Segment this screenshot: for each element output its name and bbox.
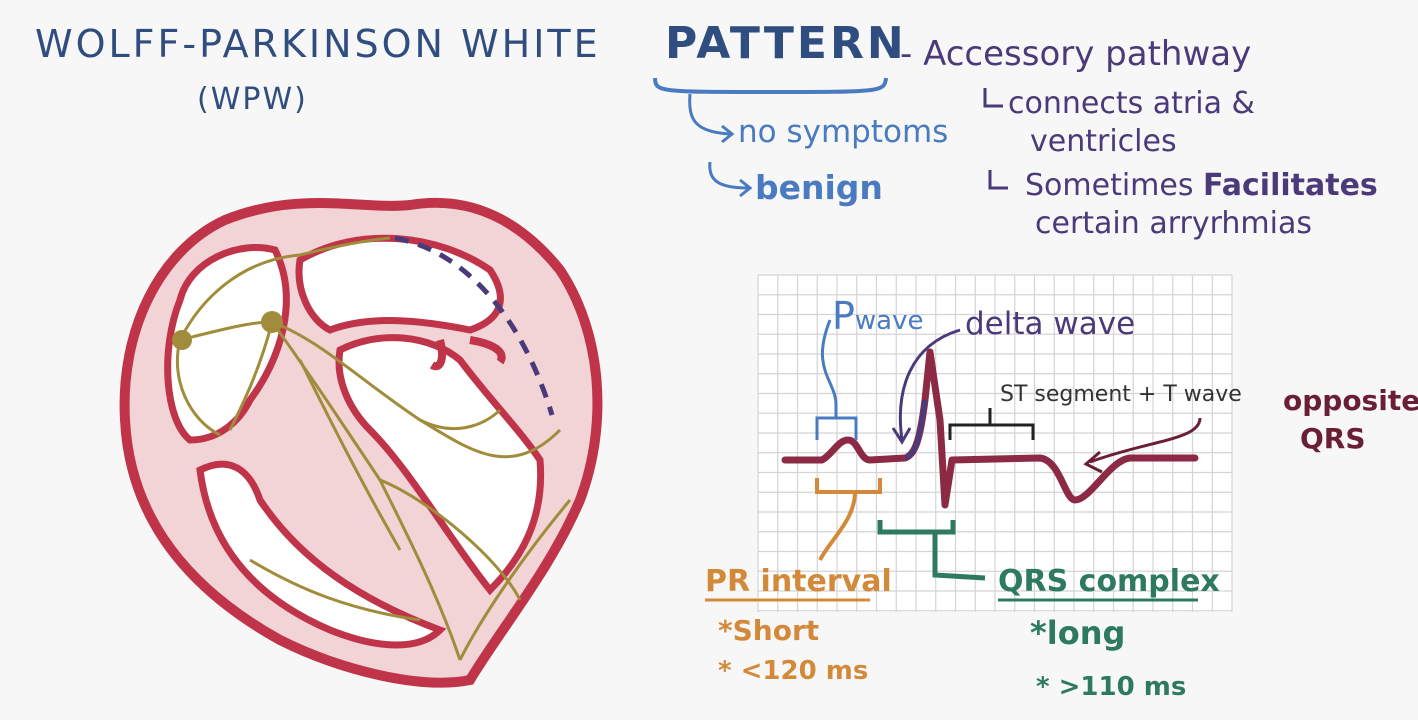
valve-right: [469, 336, 506, 365]
pr-interval-label: PR interval: [705, 564, 892, 599]
arrhythmias-note: certain arryrhmias: [1035, 206, 1312, 241]
delta-wave-segment: [903, 399, 928, 461]
pr-interval-bracket: [815, 478, 882, 561]
main-title: WOLFF-PARKINSON WHITE: [35, 22, 601, 66]
accessory-pathway-title: - Accessory pathway: [900, 34, 1252, 74]
connects-note: connects atria &: [1008, 86, 1255, 121]
qrs-complex-label: QRS complex: [998, 564, 1220, 599]
accessory-pathway-dashed: [394, 235, 555, 416]
sometimes-bullet: [988, 170, 1008, 190]
opposite-qrs-label: QRS: [1300, 422, 1366, 455]
no-symptoms-note: no symptoms: [738, 114, 949, 150]
qrs-long-note: *long: [1030, 614, 1126, 652]
pattern-bracket: [653, 77, 888, 94]
delta-wave-arrow: [898, 328, 961, 441]
conduction-system: [175, 236, 572, 661]
facilitates-text: Facilitates: [1203, 168, 1378, 203]
pr-short-note: *Short: [718, 614, 820, 647]
ventricles-note: ventricles: [1030, 124, 1177, 159]
av-node: [261, 311, 283, 333]
opposite-arrow: [1089, 417, 1202, 464]
benign-arrow: [708, 161, 749, 190]
st-bracket: [948, 408, 1035, 440]
p-wave-bracket: [815, 319, 858, 440]
qrs-ms-note: * >110 ms: [1036, 672, 1187, 702]
left-ventricle: [335, 334, 545, 596]
valve-left: [429, 339, 446, 371]
connects-bullet: [983, 88, 1003, 108]
pr-ms-note: * <120 ms: [718, 656, 869, 686]
right-atrium: [164, 243, 290, 444]
sometimes-text: Sometimes: [1025, 168, 1204, 203]
sometimes-note: Sometimes Facilitates: [1025, 168, 1378, 203]
pattern-title: PATTERN: [665, 18, 907, 69]
p-wave-p: P: [832, 294, 855, 338]
sa-node: [172, 330, 192, 350]
delta-wave-label: delta wave: [965, 306, 1136, 342]
opposite-label: opposite: [1283, 384, 1418, 417]
right-ventricle: [196, 460, 447, 649]
title-abbreviation: (WPW): [197, 82, 308, 117]
st-segment-label: ST segment + T wave: [1000, 382, 1242, 407]
benign-arrowhead: [739, 178, 753, 198]
no-symptoms-arrow: [688, 93, 731, 136]
qrs-bracket: [877, 520, 986, 581]
p-wave-label: Pwave: [832, 294, 924, 338]
no-symptoms-arrowhead: [721, 124, 735, 144]
benign-note: benign: [755, 168, 883, 207]
opposite-arrowhead: [1083, 450, 1103, 474]
p-wave-rest: wave: [854, 306, 924, 336]
delta-wave-arrowhead: [891, 427, 912, 445]
